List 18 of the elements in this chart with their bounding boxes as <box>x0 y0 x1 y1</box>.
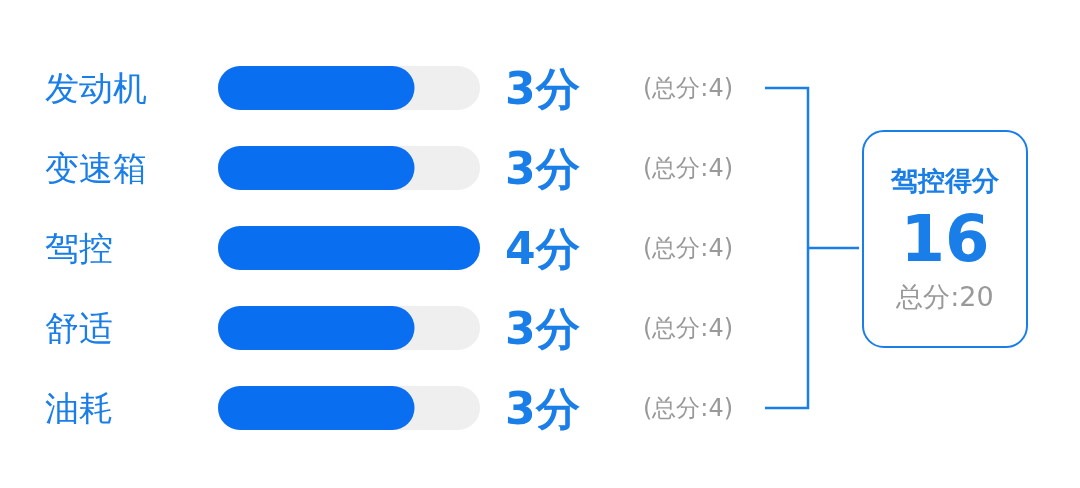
text: (总分:4) <box>643 233 734 264</box>
y-tick-label: 变速箱 <box>45 148 147 188</box>
text: (总分:4) <box>643 313 734 344</box>
y-tick-label: 发动机 <box>45 68 147 108</box>
y-tick-label: 油耗 <box>45 388 113 428</box>
data-label: 3分 <box>505 143 580 194</box>
y-tick-label: 舒适 <box>45 308 113 348</box>
data-label: 3分 <box>505 383 580 434</box>
text: (总分:4) <box>643 73 734 104</box>
text: 总分:20 <box>896 280 994 314</box>
text: 16 <box>900 201 990 278</box>
data-label: 3分 <box>505 63 580 114</box>
text: 驾控得分 <box>891 164 999 198</box>
data-label: 3分 <box>505 303 580 354</box>
text: (总分:4) <box>643 393 734 424</box>
text: (总分:4) <box>643 153 734 184</box>
y-tick-label: 驾控 <box>45 228 113 268</box>
data-label: 4分 <box>505 223 580 274</box>
